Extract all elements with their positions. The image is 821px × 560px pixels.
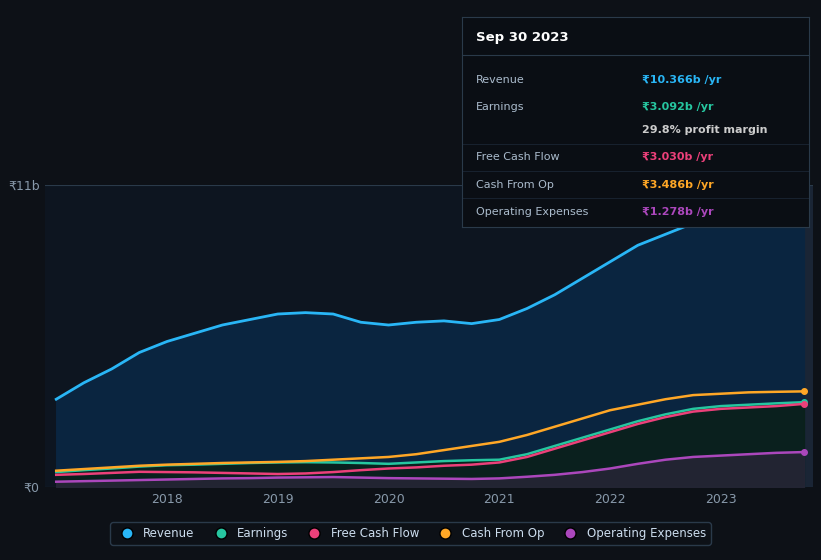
Text: Cash From Op: Cash From Op <box>476 180 554 190</box>
Text: ₹1.278b /yr: ₹1.278b /yr <box>642 207 714 217</box>
Text: Sep 30 2023: Sep 30 2023 <box>476 31 569 44</box>
Text: ₹10.366b /yr: ₹10.366b /yr <box>642 75 722 85</box>
Legend: Revenue, Earnings, Free Cash Flow, Cash From Op, Operating Expenses: Revenue, Earnings, Free Cash Flow, Cash … <box>110 522 711 545</box>
Text: Earnings: Earnings <box>476 102 525 112</box>
Text: Revenue: Revenue <box>476 75 525 85</box>
Text: Operating Expenses: Operating Expenses <box>476 207 589 217</box>
Text: ₹3.030b /yr: ₹3.030b /yr <box>642 152 713 162</box>
Text: ₹3.486b /yr: ₹3.486b /yr <box>642 180 714 190</box>
Bar <box>693 185 815 487</box>
Text: ₹3.092b /yr: ₹3.092b /yr <box>642 102 714 112</box>
Text: Free Cash Flow: Free Cash Flow <box>476 152 560 162</box>
Text: 29.8% profit margin: 29.8% profit margin <box>642 125 768 135</box>
